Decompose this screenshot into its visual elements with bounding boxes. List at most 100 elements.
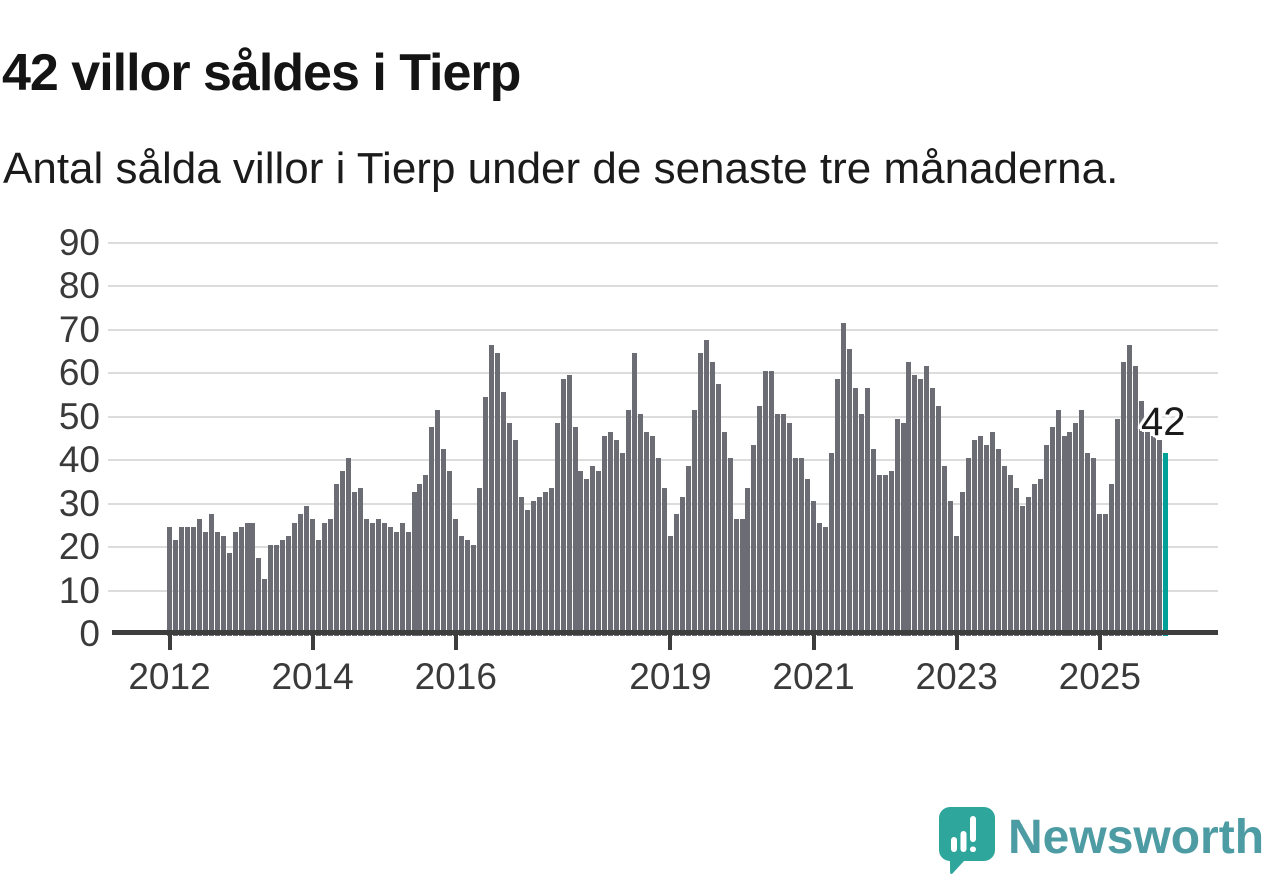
bar (745, 488, 751, 636)
bar (1019, 505, 1025, 636)
bar (679, 496, 685, 636)
bar (632, 353, 638, 636)
bar (852, 388, 858, 636)
bar (196, 518, 202, 636)
bar (530, 501, 536, 636)
bar (721, 431, 727, 636)
bar (733, 518, 739, 636)
bar (1097, 514, 1103, 636)
x-axis-label-2023: 2023 (915, 656, 998, 697)
y-axis-label-10: 10 (58, 569, 100, 611)
bar (1145, 427, 1150, 636)
bar (524, 509, 530, 636)
y-axis-label-0: 0 (79, 613, 100, 654)
y-axis-label-90: 90 (58, 221, 100, 263)
bar (1061, 435, 1067, 636)
bar (566, 375, 572, 636)
bar (345, 457, 351, 636)
highlighted-bar (1162, 453, 1168, 636)
bar (1150, 435, 1156, 636)
bar (208, 514, 214, 636)
bar (1043, 444, 1049, 636)
bar (536, 496, 542, 636)
x-axis-line (112, 630, 1218, 635)
bar (369, 522, 375, 636)
bar (590, 466, 596, 636)
bar (1001, 466, 1007, 636)
bar (620, 453, 626, 636)
bar (214, 531, 220, 636)
bar (703, 340, 709, 636)
bar (775, 414, 781, 636)
bar (262, 579, 268, 636)
gridline-90 (108, 241, 1218, 244)
bar (1156, 440, 1162, 636)
bar (220, 535, 226, 636)
y-axis-label-70: 70 (58, 308, 100, 350)
bar (453, 518, 459, 636)
chart-subtitle: Antal sålda villor i Tierp under de sena… (3, 144, 1119, 193)
bar (656, 457, 661, 636)
bar (393, 531, 399, 636)
y-axis-label-20: 20 (58, 526, 100, 568)
gridline-80 (108, 285, 1218, 288)
speech-bubble-bar-chart-exclamation-icon (939, 807, 995, 874)
bar (1109, 483, 1115, 636)
bar (638, 414, 644, 636)
bar (924, 366, 930, 636)
bar (357, 488, 363, 636)
bar (817, 522, 823, 636)
gridline-70 (108, 328, 1218, 331)
bar (202, 531, 208, 636)
bar (554, 422, 560, 636)
bar (995, 449, 1001, 636)
bar (751, 444, 757, 636)
page-title: 42 villor såldes i Tierp (2, 43, 521, 102)
bar (190, 527, 196, 636)
bar (864, 388, 870, 636)
bar (459, 535, 465, 636)
x-axis-tick-2025 (1097, 635, 1102, 650)
bar (966, 457, 972, 636)
bar (578, 470, 584, 636)
bar (930, 388, 936, 636)
bar (441, 449, 447, 636)
bar (244, 522, 250, 636)
bar (715, 383, 721, 636)
bar (942, 466, 948, 636)
bar (1121, 362, 1127, 636)
bar (673, 514, 679, 636)
bar (1079, 409, 1085, 636)
bar (268, 544, 274, 636)
bar (435, 409, 441, 636)
newsworthy-logo: Newsworthy (938, 806, 1262, 874)
bar (387, 527, 393, 636)
bar (572, 427, 578, 636)
bar (1127, 344, 1133, 636)
x-axis-label-2014: 2014 (271, 656, 354, 697)
bar (363, 518, 369, 636)
bar (1103, 514, 1109, 636)
bar (1139, 401, 1145, 636)
bar (1055, 409, 1061, 636)
bar (769, 370, 775, 636)
gridline-40 (108, 459, 1218, 462)
bar (936, 405, 942, 636)
bar (888, 470, 894, 636)
y-axis-label-30: 30 (58, 482, 100, 524)
bar (411, 492, 417, 636)
bar (978, 435, 984, 636)
bar (184, 527, 190, 636)
bar (375, 518, 381, 636)
bar (494, 353, 500, 636)
bar (447, 470, 453, 636)
bar (1049, 427, 1055, 636)
bar (954, 535, 960, 636)
x-axis-tick-2014 (310, 635, 315, 650)
y-axis-label-80: 80 (58, 265, 100, 307)
bar (584, 479, 590, 636)
bar (489, 344, 495, 636)
bar (167, 527, 172, 636)
bar (1091, 457, 1097, 636)
